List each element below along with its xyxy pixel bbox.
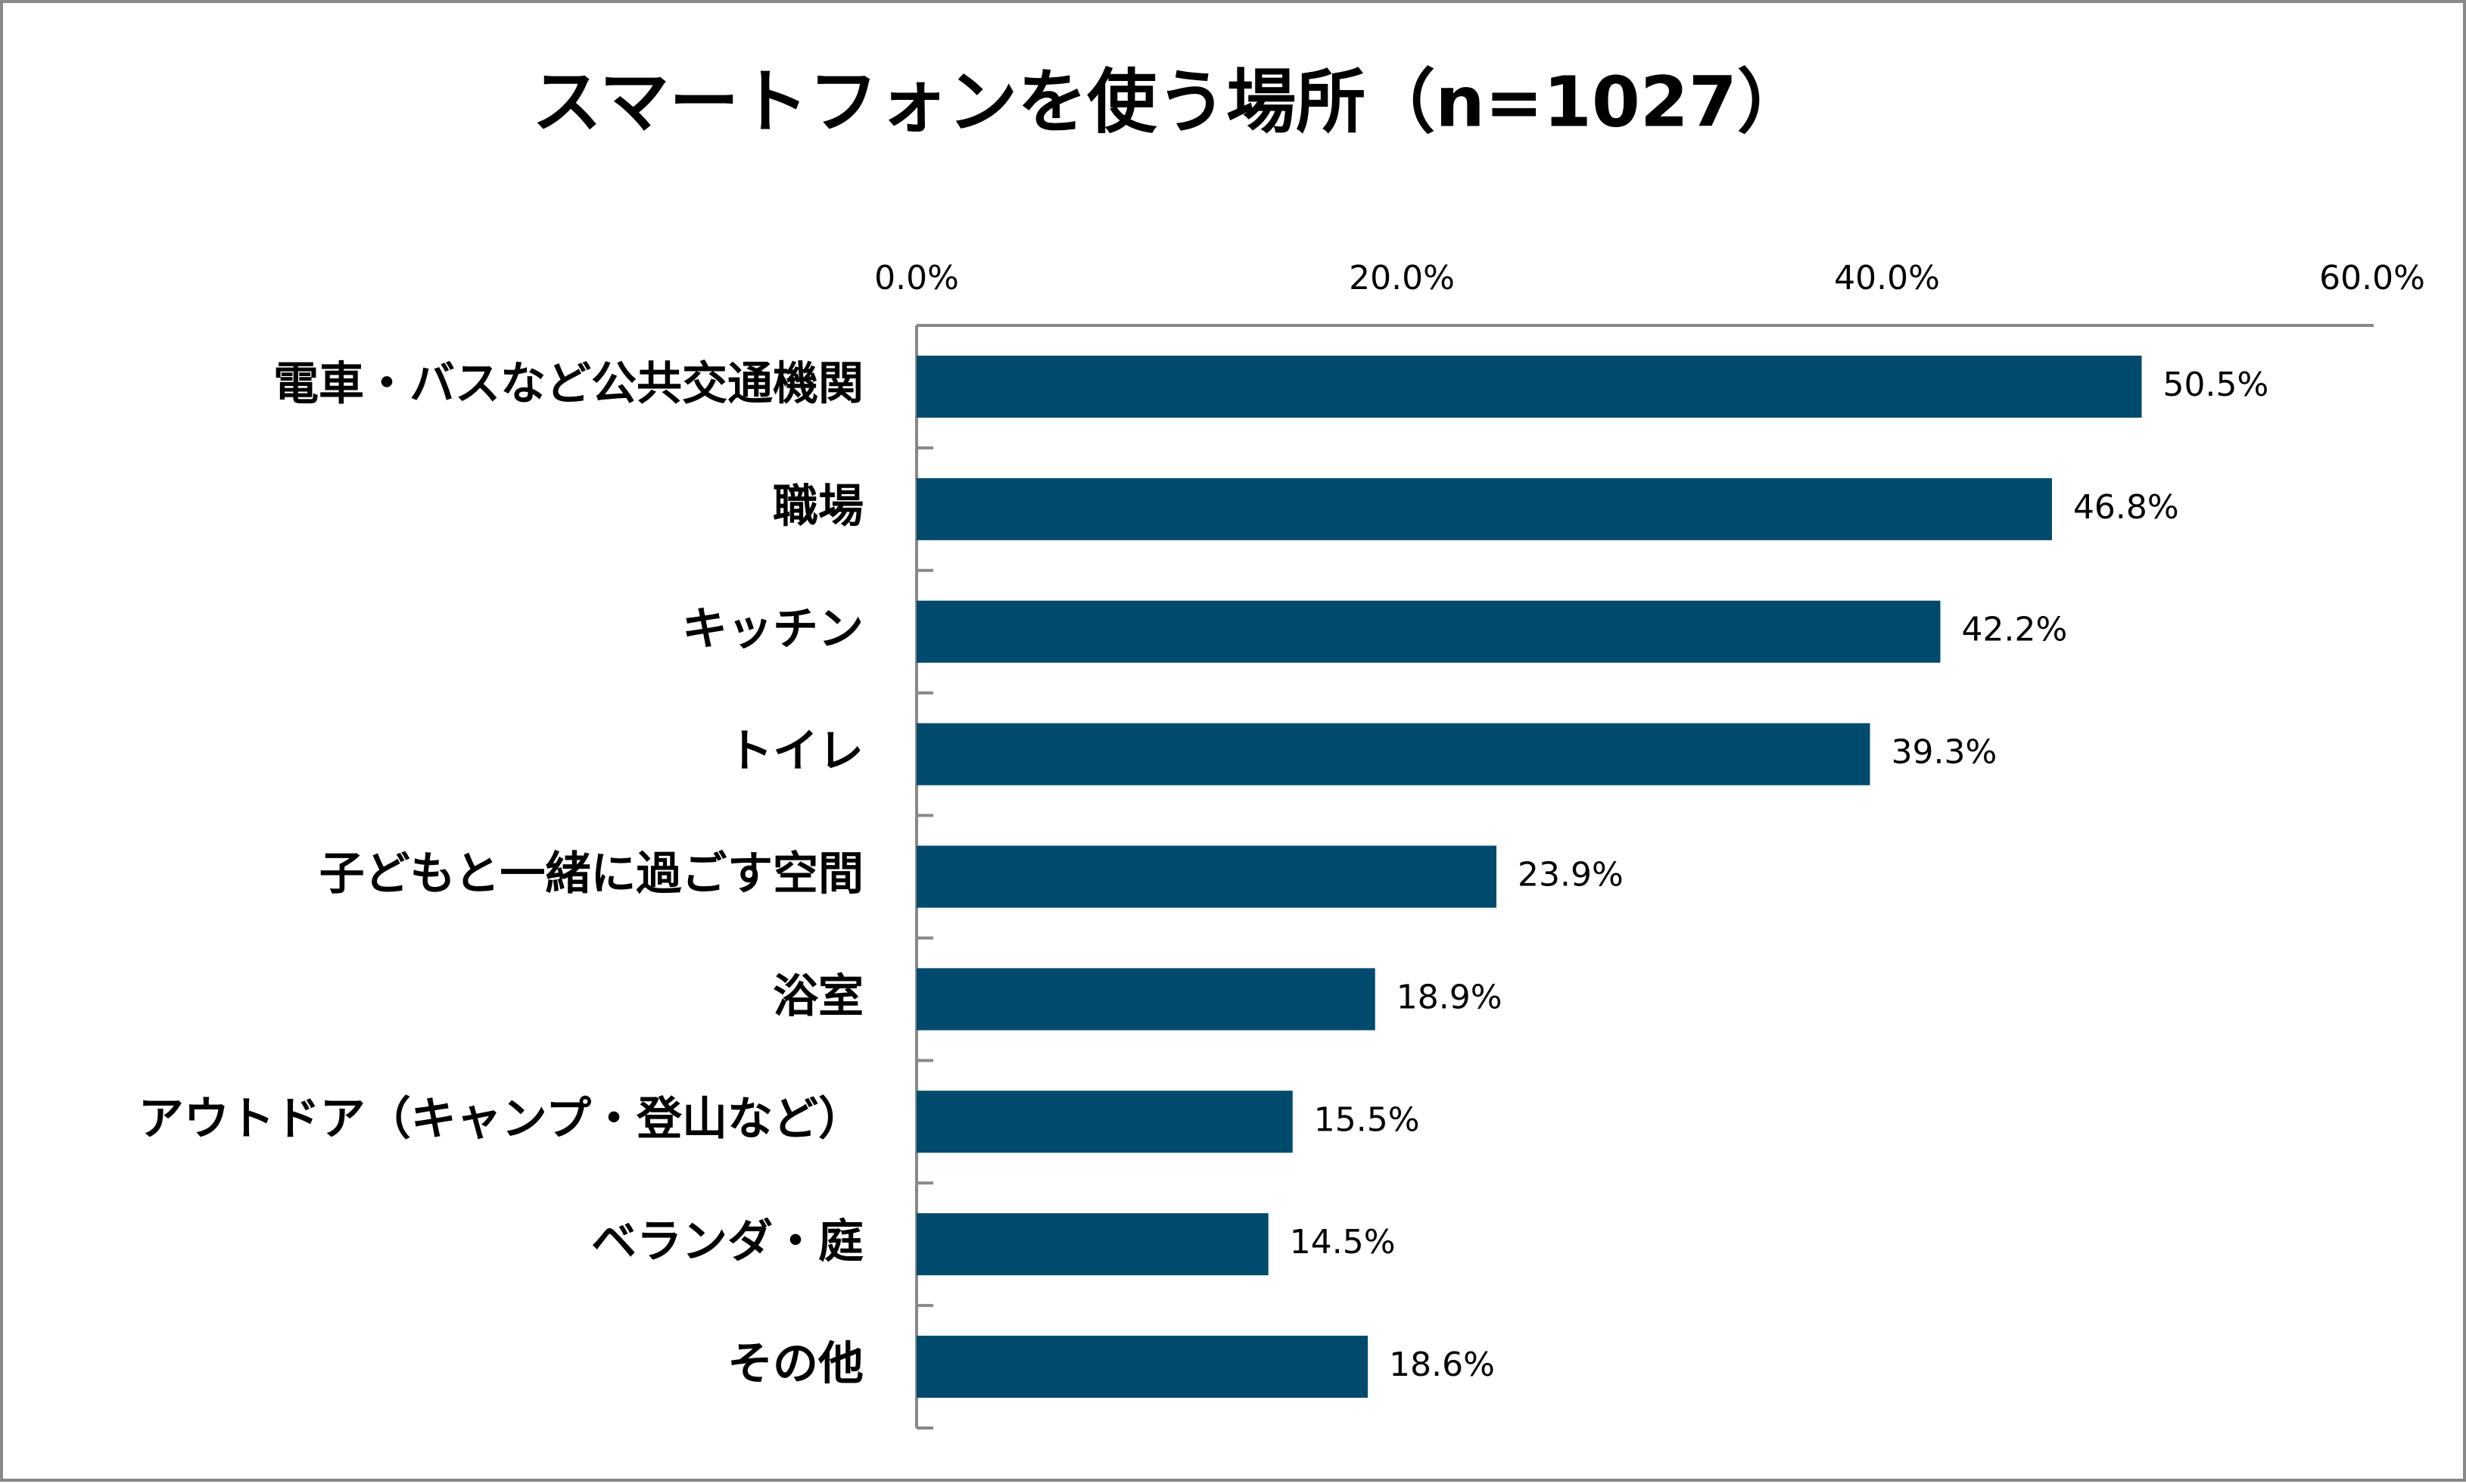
y-tick-label: アウトドア（キャンプ・登山など） xyxy=(139,1093,864,1146)
y-tick-label: 職場 xyxy=(773,480,864,533)
bar xyxy=(917,723,1870,786)
bar xyxy=(917,478,2052,540)
bar xyxy=(917,845,1496,908)
value-label: 14.5% xyxy=(1290,1223,1396,1262)
y-tick-label: その他 xyxy=(727,1338,864,1391)
value-label: 42.2% xyxy=(1962,611,2068,649)
bar xyxy=(917,355,2142,418)
chart-title: スマートフォンを使う場所（n=1027） xyxy=(532,61,1807,142)
y-tick-label: 電車・バスなど公共交通機関 xyxy=(273,358,864,411)
bar xyxy=(917,1090,1293,1153)
bar xyxy=(917,600,1941,663)
y-tick-label: キッチン xyxy=(682,602,864,655)
value-label: 23.9% xyxy=(1518,856,1624,894)
x-tick-label: 20.0% xyxy=(1349,259,1455,297)
bar xyxy=(917,968,1375,1031)
value-label: 50.5% xyxy=(2163,366,2269,404)
value-label: 18.6% xyxy=(1389,1346,1495,1384)
value-label: 46.8% xyxy=(2073,488,2179,527)
y-tick-label: ベランダ・庭 xyxy=(591,1215,864,1268)
value-label: 15.5% xyxy=(1314,1100,1420,1139)
bar xyxy=(917,1336,1368,1398)
value-label: 39.3% xyxy=(1892,733,1997,772)
bar xyxy=(917,1213,1269,1276)
x-tick-label: 0.0% xyxy=(874,259,959,297)
x-tick-label: 60.0% xyxy=(2319,259,2425,297)
y-tick-label: 子どもと一緒に過ごす空間 xyxy=(319,848,864,901)
y-tick-label: 浴室 xyxy=(773,970,864,1023)
x-tick-label: 40.0% xyxy=(1834,259,1940,297)
y-tick-label: トイレ xyxy=(727,725,864,778)
value-label: 18.9% xyxy=(1396,978,1502,1016)
